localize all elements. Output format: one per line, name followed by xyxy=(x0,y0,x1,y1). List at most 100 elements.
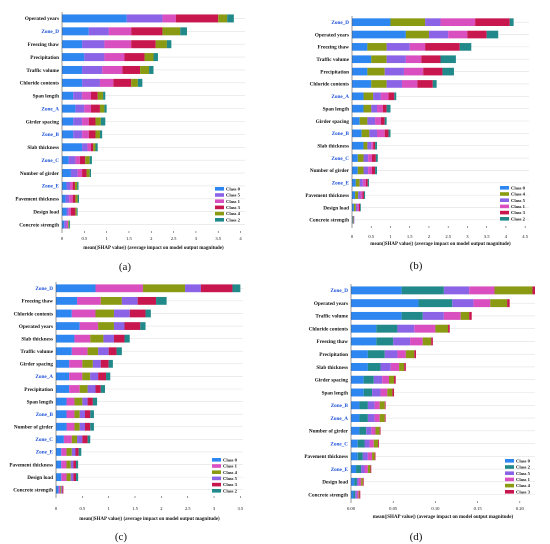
bar-segment xyxy=(66,410,75,419)
bar-segment xyxy=(56,385,70,393)
bar-segment xyxy=(351,388,364,397)
bar-segment xyxy=(104,104,107,113)
category-label: Traffic volume xyxy=(316,57,349,63)
bar-segment xyxy=(358,490,360,499)
bar-segment xyxy=(89,156,92,165)
bar-segment xyxy=(79,322,99,330)
bar-segment xyxy=(62,207,67,216)
legend-swatch xyxy=(500,198,509,202)
bar-segment xyxy=(494,286,533,295)
category-label: Operated years xyxy=(25,16,59,22)
bar-segment xyxy=(56,397,67,406)
bar-segment xyxy=(382,104,387,113)
bar-segment xyxy=(372,452,375,461)
bar-segment xyxy=(351,452,358,461)
category-label: Number of girder xyxy=(14,425,54,431)
legend-label: Class 2 xyxy=(223,488,238,493)
bar-segment xyxy=(74,422,80,431)
legend-label: Class 5 xyxy=(511,198,526,203)
category-label: Chloride contents xyxy=(20,81,59,87)
bar-segment xyxy=(74,397,83,406)
bar-segment xyxy=(124,334,130,343)
bar-segment xyxy=(90,422,94,431)
bar-segment xyxy=(422,311,444,320)
bar-segment xyxy=(73,473,77,482)
bar-segment xyxy=(442,67,454,76)
x-tick-label: 0 xyxy=(55,506,58,511)
bar-segment xyxy=(73,130,83,139)
bar-segment xyxy=(409,43,426,51)
legend-label: Class 2 xyxy=(511,216,526,221)
bar-segment xyxy=(355,203,358,212)
legend-swatch xyxy=(215,211,224,216)
bar-segment xyxy=(375,141,378,150)
bar-segment xyxy=(69,220,71,229)
bar-segment xyxy=(352,104,364,113)
bar-segment xyxy=(87,347,99,356)
bar-segment xyxy=(99,78,114,87)
bar-segment xyxy=(99,130,103,139)
x-tick-label: 2.5 xyxy=(445,234,451,239)
category-label: Zone_A xyxy=(330,416,348,422)
bar-segment xyxy=(200,284,233,293)
bar-segment xyxy=(124,322,141,330)
bar-segment xyxy=(351,465,357,474)
legend-label: Class 3 xyxy=(223,482,238,487)
bar-segment xyxy=(82,65,103,74)
category-label: Traffic volume xyxy=(315,314,348,320)
bar-segment xyxy=(384,414,386,422)
bar-segment xyxy=(218,14,228,23)
legend-swatch xyxy=(215,218,224,222)
bar-segment xyxy=(448,324,450,333)
bar-segment xyxy=(373,92,381,101)
category-label: Zone_E xyxy=(42,184,60,190)
x-tick-label: 2 xyxy=(160,506,163,511)
bar-segment xyxy=(351,439,358,448)
bar-segment xyxy=(71,309,96,318)
bar-segment xyxy=(77,181,79,190)
x-tick-label: 3 xyxy=(466,234,469,239)
bar-segment xyxy=(388,129,391,138)
bar-segment xyxy=(82,91,92,100)
bar-segment xyxy=(79,385,88,393)
category-label: Zone_C xyxy=(35,437,53,443)
legend-swatch xyxy=(500,204,509,209)
category-label: Concrete strength xyxy=(13,488,53,494)
bar-segment xyxy=(354,477,357,486)
bar-segment xyxy=(144,53,154,62)
bar-segment xyxy=(87,435,91,444)
bar-segment xyxy=(371,55,387,64)
bar-segment xyxy=(363,191,366,199)
bar-segment xyxy=(66,181,71,190)
x-tick-label: 0.10 xyxy=(431,506,440,511)
bar-segment xyxy=(352,215,354,224)
bar-segment xyxy=(62,65,83,74)
bar-segment xyxy=(126,14,163,23)
bar-segment xyxy=(417,80,433,88)
bar-segment xyxy=(351,324,377,333)
bar-segment xyxy=(372,388,381,397)
bar-segment xyxy=(387,388,393,397)
bar-segment xyxy=(162,14,176,23)
bar-segment xyxy=(414,350,416,359)
x-tick-label: 3 xyxy=(213,506,216,511)
bar-segment xyxy=(113,322,125,330)
bar-segment xyxy=(355,178,360,187)
category-label: Slab thickness xyxy=(316,365,348,371)
category-label: Zone_E xyxy=(332,181,350,187)
bar-segment xyxy=(374,401,380,410)
bar-segment xyxy=(113,78,132,87)
bar-segment xyxy=(131,40,156,49)
bar-segment xyxy=(425,18,441,27)
bar-segment xyxy=(363,104,372,113)
bar-segment xyxy=(70,207,76,216)
bar-segment xyxy=(88,27,109,36)
bar-segment xyxy=(352,154,358,162)
bar-segment xyxy=(379,414,385,422)
bar-segment xyxy=(352,166,358,175)
bar-segment xyxy=(376,324,398,333)
bar-segment xyxy=(75,448,79,456)
bar-segment xyxy=(367,452,373,461)
bar-segment xyxy=(440,55,456,64)
bar-segment xyxy=(373,439,379,448)
